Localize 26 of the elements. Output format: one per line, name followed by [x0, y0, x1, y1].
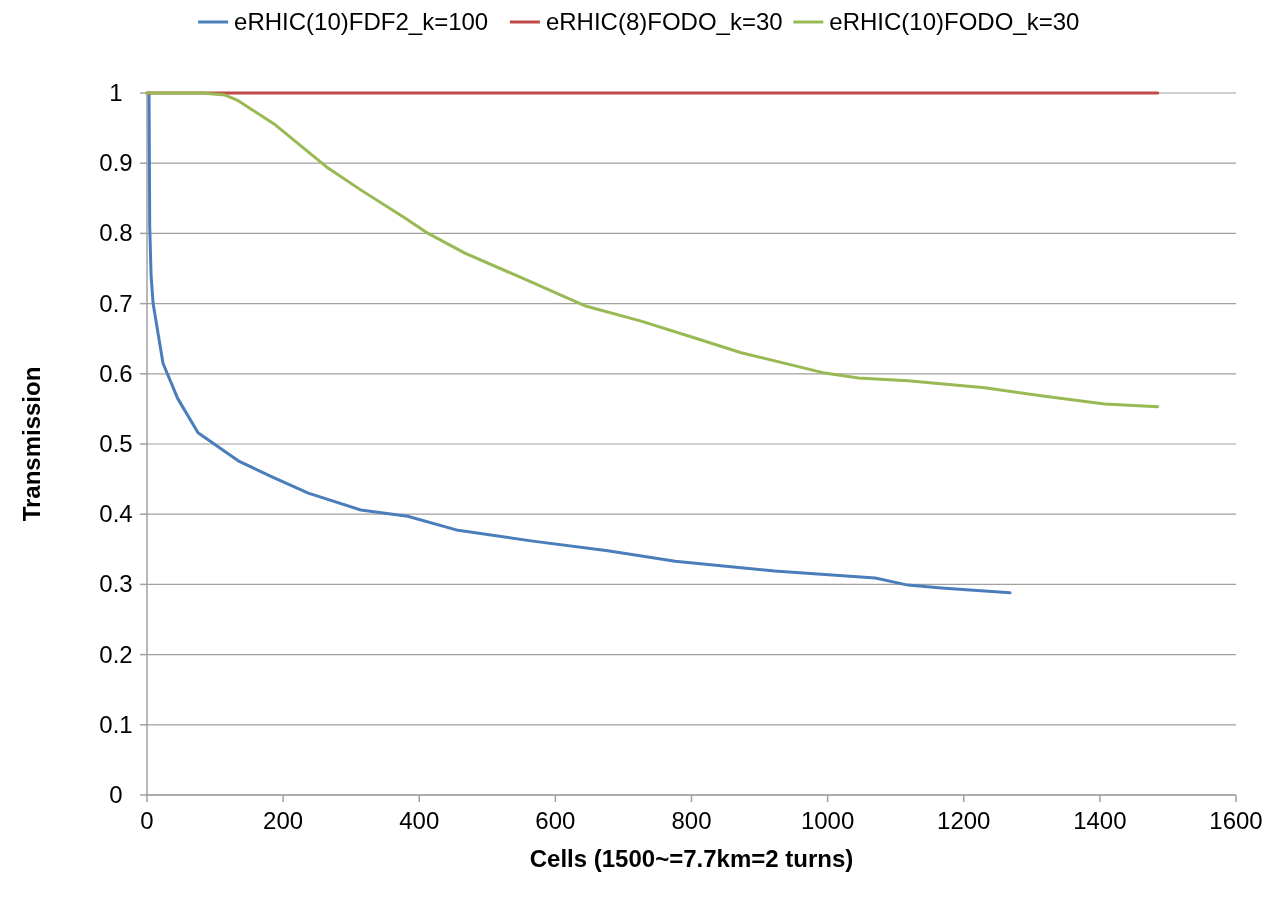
x-tick-label: 1200	[937, 807, 991, 834]
y-tick-label: 0.8	[99, 219, 133, 247]
y-axis-title: Transmission	[18, 366, 45, 522]
y-tick-label: 0.1	[99, 710, 133, 738]
x-tick-label: 200	[263, 807, 304, 834]
x-axis-title: Cells (1500~=7.7km=2 turns)	[529, 845, 854, 872]
line-series	[145, 91, 1160, 409]
x-tick-label: 1600	[1209, 807, 1263, 834]
x-tick-label: 600	[535, 807, 576, 834]
x-tick-label: 1400	[1073, 807, 1127, 834]
y-tick-label: 0.4	[99, 500, 133, 528]
x-tick-label: 0	[140, 807, 154, 834]
y-tick-label: 0.9	[99, 149, 133, 177]
y-tick-label: 0.2	[99, 640, 133, 668]
legend-label: eRHIC(10)FDF2_k=100	[234, 8, 489, 35]
y-tick-label: 0.3	[99, 570, 133, 598]
y-tick-label: 0.7	[99, 289, 133, 317]
legend-label: eRHIC(8)FODO_k=30	[545, 8, 783, 35]
y-tick-label: 1	[109, 79, 123, 106]
legend-label: eRHIC(10)FODO_k=30	[829, 8, 1080, 35]
x-tick-label: 800	[671, 807, 712, 834]
x-tick-label: 1000	[800, 807, 855, 834]
y-tick-label: 0	[109, 781, 123, 808]
x-tick-label: 400	[399, 807, 440, 834]
y-tick-label: 0.5	[99, 430, 133, 457]
y-tick-label: 0.6	[99, 359, 133, 387]
